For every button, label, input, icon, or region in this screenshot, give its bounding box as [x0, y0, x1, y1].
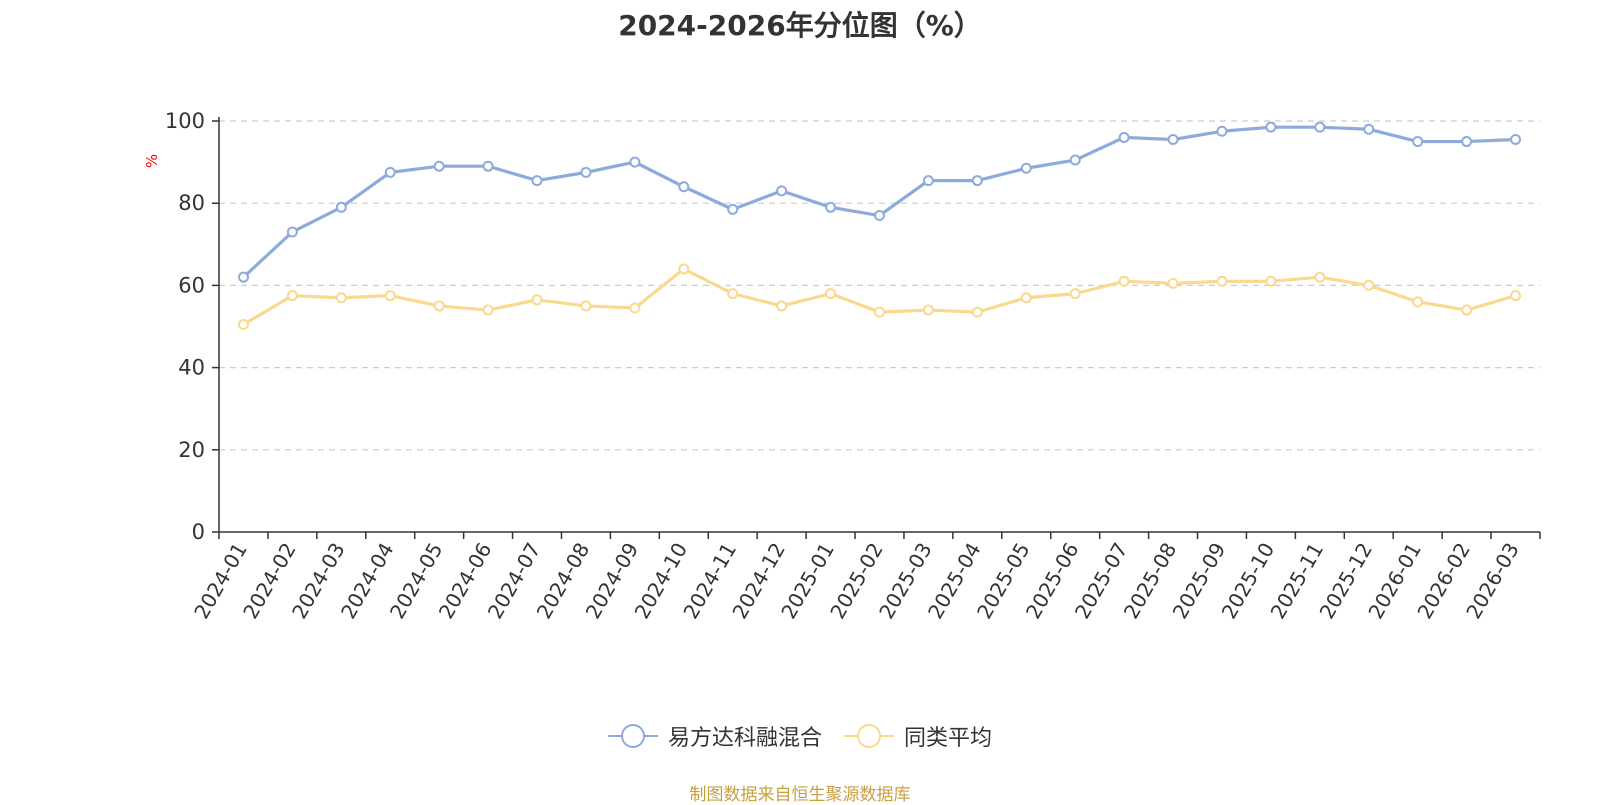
data-point-s1-2024-12: [776, 185, 788, 197]
data-point-s1-2024-11: [727, 203, 739, 215]
data-point-s1-2025-09: [1216, 125, 1228, 137]
y-tick-label-80: 80: [178, 191, 205, 215]
y-tick-label-60: 60: [178, 273, 205, 297]
data-point-s1-2024-03: [335, 201, 347, 213]
data-point-s1-2025-06: [1069, 154, 1081, 166]
data-point-s1-2026-02: [1461, 136, 1473, 148]
data-point-s2-2024-02: [286, 290, 298, 302]
data-point-s2-2025-09: [1216, 275, 1228, 287]
data-point-s2-2025-12: [1363, 279, 1375, 291]
data-point-s2-2024-03: [335, 292, 347, 304]
data-point-s1-2024-05: [433, 160, 445, 172]
y-axis-unit: %: [143, 154, 161, 168]
data-point-s2-2024-12: [776, 300, 788, 312]
y-tick-label-100: 100: [165, 109, 205, 133]
data-point-s1-2024-06: [482, 160, 494, 172]
data-point-s1-2024-04: [384, 166, 396, 178]
data-point-s1-2024-01: [237, 271, 249, 283]
data-point-s2-2025-11: [1314, 271, 1326, 283]
data-point-s2-2024-09: [629, 302, 641, 314]
data-point-s1-2024-09: [629, 156, 641, 168]
data-point-s2-2025-05: [1020, 292, 1032, 304]
data-point-s1-2025-02: [874, 210, 885, 222]
data-point-s1-2024-07: [531, 175, 543, 187]
data-point-s1-2025-04: [971, 175, 983, 187]
data-point-s1-2025-01: [825, 201, 837, 213]
data-point-s2-2024-07: [531, 294, 543, 306]
data-point-s2-2024-04: [384, 290, 396, 302]
data-point-s2-2025-04: [971, 306, 983, 318]
data-point-s2-2024-11: [727, 288, 739, 300]
data-point-s1-2026-01: [1412, 136, 1424, 148]
data-point-s2-2025-10: [1265, 275, 1277, 287]
data-point-s2-2025-07: [1118, 275, 1130, 287]
legend-label-series-2: 同类平均: [904, 726, 993, 751]
grid-lines: [219, 120, 1540, 451]
legend-item-series-1[interactable]: 易方达科融混合: [607, 720, 822, 752]
data-point-s2-2025-01: [825, 288, 837, 300]
data-point-s1-2025-05: [1020, 162, 1032, 174]
y-tick-label-20: 20: [178, 438, 205, 462]
series-lines: [242, 125, 1516, 326]
data-point-s2-2026-01: [1412, 296, 1424, 308]
data-point-s1-2025-11: [1314, 121, 1326, 133]
data-point-s1-2025-12: [1363, 123, 1375, 135]
legend: 易方达科融混合 同类平均: [0, 720, 1600, 752]
data-point-s1-2024-02: [286, 226, 298, 238]
data-point-s2-2025-06: [1069, 288, 1081, 300]
legend-label-series-1: 易方达科融混合: [667, 726, 822, 751]
data-point-s2-2026-02: [1461, 304, 1473, 316]
data-point-s1-2025-08: [1167, 133, 1179, 145]
legend-marker-series-1: [607, 724, 658, 748]
source-note: 制图数据来自恒生聚源数据库: [689, 785, 911, 805]
data-point-s2-2024-06: [482, 304, 494, 316]
data-point-s1-2025-03: [922, 175, 934, 187]
data-point-s1-2026-03: [1510, 133, 1522, 145]
data-point-s1-2024-08: [580, 166, 592, 178]
data-point-s2-2024-01: [237, 318, 249, 330]
data-point-s2-2025-08: [1167, 277, 1179, 289]
data-point-s2-2024-10: [678, 263, 690, 275]
y-tick-label-40: 40: [178, 356, 205, 380]
y-tick-label-0: 0: [192, 520, 205, 544]
data-point-s2-2024-05: [433, 300, 445, 312]
legend-item-series-2[interactable]: 同类平均: [844, 720, 992, 752]
legend-marker-series-2: [844, 724, 894, 748]
chart-title: 2024-2026年分位图（%）: [618, 9, 982, 42]
series-line-1: [242, 125, 1516, 279]
data-point-s1-2025-07: [1118, 131, 1130, 143]
data-point-s2-2025-02: [874, 306, 885, 318]
data-point-s1-2024-10: [678, 181, 690, 193]
data-point-s2-2025-03: [922, 304, 934, 316]
data-point-s2-2024-08: [580, 300, 592, 312]
data-points: [237, 121, 1522, 330]
data-point-s2-2026-03: [1510, 290, 1522, 302]
data-point-s1-2025-10: [1265, 121, 1277, 133]
